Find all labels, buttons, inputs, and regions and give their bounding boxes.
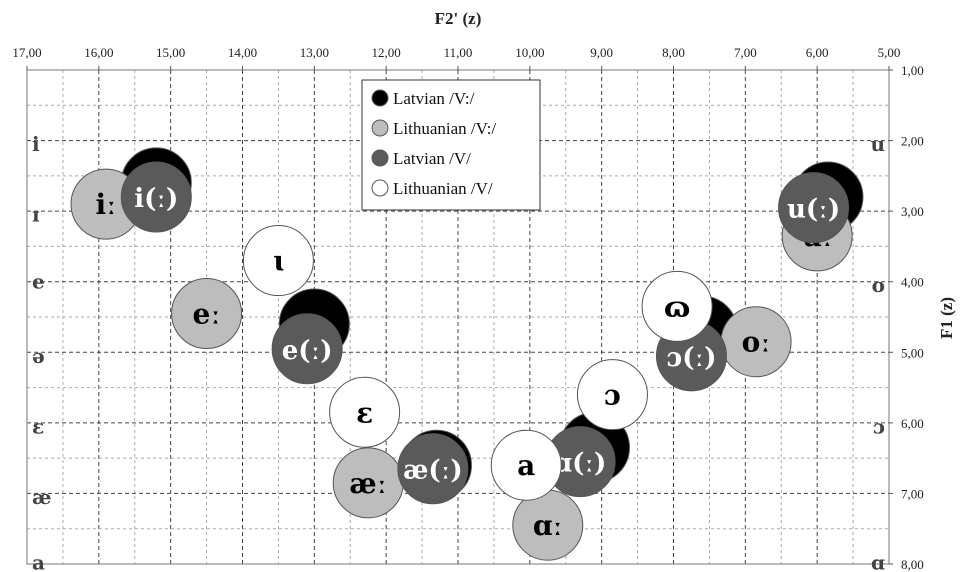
x-tick-label: 11,00 — [444, 45, 473, 60]
y-tick-label: 5,00 — [901, 345, 924, 360]
series-group: ɩ ɛ a ɔ ɷ — [242, 225, 713, 501]
legend-marker — [371, 179, 389, 197]
right-reference-label: u — [870, 132, 885, 156]
data-point-label: i(ː) — [134, 184, 178, 214]
x-tick-label: 5,00 — [878, 45, 901, 60]
legend-label: Latvian /V/ — [393, 149, 471, 168]
y-axis-title: F1 (z) — [937, 297, 956, 339]
data-point-label: eː — [193, 297, 221, 330]
data-point — [397, 433, 469, 505]
right-reference-label: ɑ — [871, 551, 885, 572]
data-point — [329, 376, 401, 448]
data-point-label: ɑ(ː) — [554, 449, 606, 479]
data-point-label: ɑː — [533, 509, 563, 542]
x-tick-label: 13,00 — [300, 45, 329, 60]
right-reference-label: ɔ — [873, 414, 885, 438]
y-tick-label: 2,00 — [901, 134, 924, 149]
data-point-label: oː — [742, 326, 771, 359]
legend-label: Latvian /V:/ — [393, 89, 475, 108]
data-point-label: ɔ — [604, 379, 621, 412]
right-reference-label: o — [872, 273, 885, 297]
data-point-label: u(ː) — [787, 195, 840, 225]
y-tick-label: 3,00 — [901, 204, 924, 219]
data-point-label: e(ː) — [282, 336, 333, 366]
x-tick-label: 14,00 — [228, 45, 257, 60]
data-point — [271, 313, 343, 385]
left-reference-label: æ — [32, 485, 52, 509]
x-axis-ticks: 17,00 16,00 15,00 14,00 13,00 12,00 11,00 10,00… — [12, 45, 900, 70]
data-point — [576, 359, 648, 431]
y-tick-label: 8,00 — [901, 557, 924, 572]
data-point-label: ɩ — [273, 245, 284, 278]
y-tick-label: 6,00 — [901, 416, 924, 431]
y-axis-ticks: 1,00 2,00 3,00 4,00 5,00 6,00 7,00 8,00 — [889, 63, 924, 572]
x-tick-label: 15,00 — [156, 45, 185, 60]
data-point — [120, 161, 192, 233]
left-reference-label: a — [32, 551, 45, 572]
data-point — [641, 270, 713, 342]
data-point — [778, 172, 850, 244]
legend-marker — [371, 119, 389, 137]
left-reference-label: ə — [32, 344, 45, 368]
x-tick-label: 16,00 — [84, 45, 113, 60]
x-tick-label: 6,00 — [806, 45, 829, 60]
legend-marker — [371, 89, 389, 107]
data-point-label: ɔ(ː) — [666, 343, 716, 373]
x-tick-label: 10,00 — [515, 45, 544, 60]
data-point — [490, 429, 562, 501]
x-tick-label: 17,00 — [12, 45, 41, 60]
legend-label: Lithuanian /V/ — [393, 179, 493, 198]
x-tick-label: 7,00 — [734, 45, 757, 60]
y-tick-label: 1,00 — [901, 63, 924, 78]
left-reference-label: i — [32, 132, 40, 156]
data-point-label: iː — [96, 188, 117, 221]
data-point-label: ɛ — [356, 396, 373, 429]
x-axis-title: F2' (z) — [435, 9, 482, 28]
right-reference-labels: u o ɔ ɑ — [870, 132, 885, 572]
legend: Latvian /V:/ Lithuanian /V:/ Latvian /V/Li… — [361, 79, 541, 211]
series-group: i(ː) e(ː) æ(ː) ɑ(ː) ɔ(ː) u(ː) — [120, 161, 850, 505]
legend-label: Lithuanian /V:/ — [393, 119, 496, 138]
data-point-label: æ(ː) — [403, 456, 463, 486]
data-point-label: a — [517, 449, 535, 482]
x-tick-label: 12,00 — [372, 45, 401, 60]
data-point-label: ɷ — [664, 290, 690, 323]
data-points: iːeːæːɑːoːuːi(ː)e(ː)æ(ː)ɑ(ː)ɔ(ː)u(ː)ɩɛaɔ… — [70, 147, 864, 561]
y-tick-label: 7,00 — [901, 486, 924, 501]
y-tick-label: 4,00 — [901, 275, 924, 290]
left-reference-label: e — [32, 270, 45, 294]
data-point — [242, 225, 314, 297]
x-tick-label: 9,00 — [590, 45, 613, 60]
legend-marker — [371, 149, 389, 167]
left-reference-label: ɛ — [32, 414, 44, 438]
x-tick-label: 8,00 — [662, 45, 685, 60]
data-point — [171, 277, 243, 349]
legend-box — [361, 79, 541, 211]
data-point-label: æː — [349, 467, 387, 500]
left-reference-labels: i ɪ e ə ɛ æ a — [32, 132, 52, 572]
left-reference-label: ɪ — [32, 203, 40, 227]
